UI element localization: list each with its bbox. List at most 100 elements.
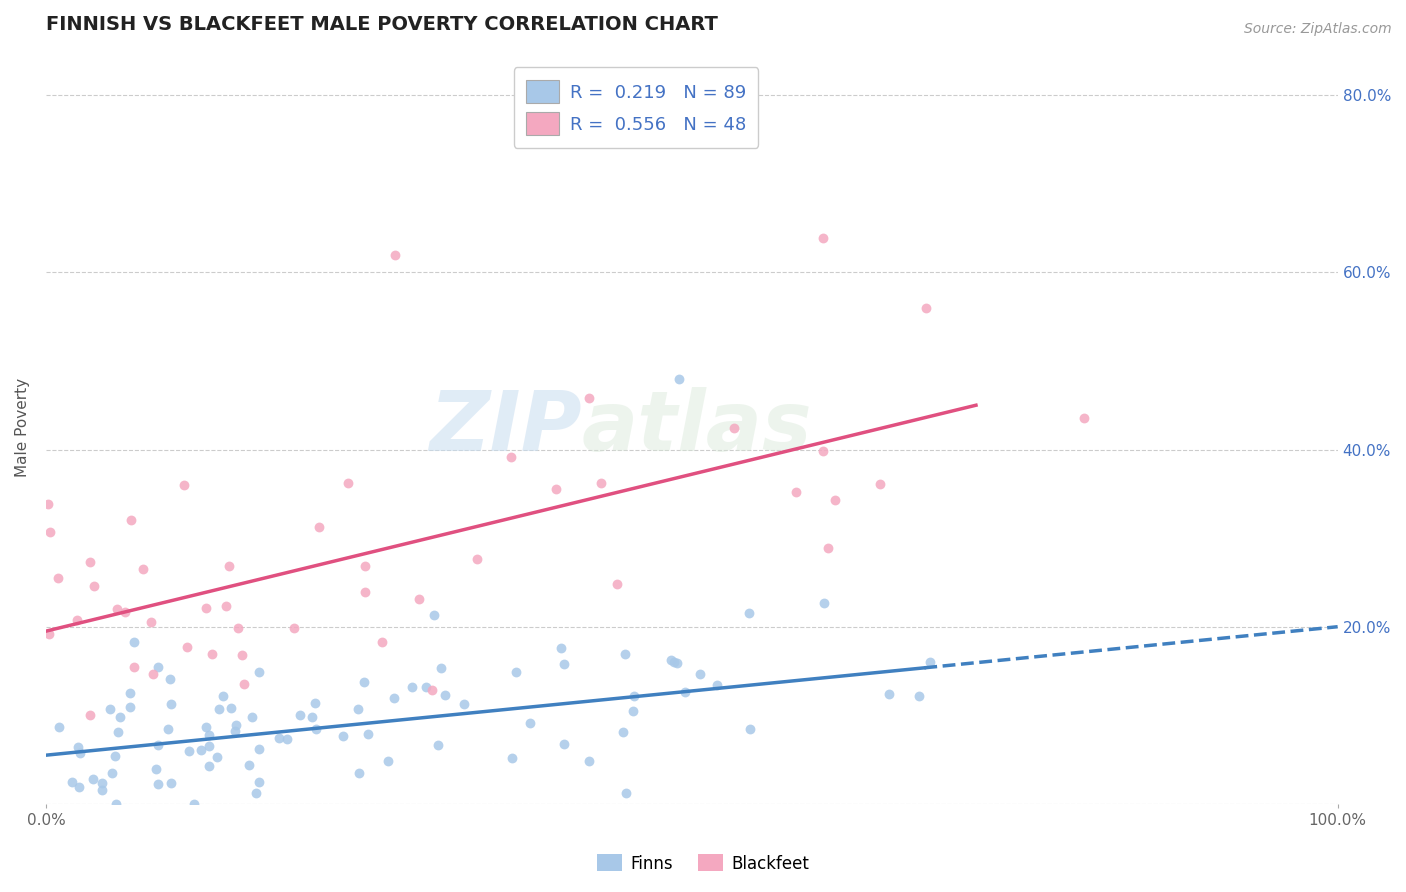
Point	[659, 653, 682, 667]
Point	[104, 749, 127, 764]
Point	[160, 775, 183, 789]
Point	[666, 656, 689, 670]
Point	[430, 661, 453, 675]
Point	[301, 710, 323, 724]
Point	[157, 723, 180, 737]
Point	[426, 738, 449, 752]
Point	[208, 702, 231, 716]
Point	[173, 478, 195, 492]
Point	[176, 640, 198, 655]
Point	[591, 475, 613, 490]
Point	[1073, 411, 1095, 425]
Point	[198, 728, 221, 742]
Point	[353, 675, 375, 690]
Point	[159, 672, 181, 686]
Point	[869, 476, 891, 491]
Point	[146, 660, 169, 674]
Legend: Finns, Blackfeet: Finns, Blackfeet	[591, 847, 815, 880]
Point	[346, 702, 368, 716]
Point	[453, 697, 475, 711]
Point	[621, 704, 644, 718]
Point	[336, 476, 359, 491]
Point	[132, 562, 155, 576]
Point	[689, 667, 711, 681]
Point	[332, 729, 354, 743]
Point	[79, 555, 101, 569]
Point	[420, 683, 443, 698]
Point	[578, 755, 600, 769]
Point	[205, 750, 228, 764]
Point	[83, 579, 105, 593]
Point	[224, 723, 246, 738]
Point	[215, 599, 238, 613]
Point	[308, 520, 330, 534]
Point	[401, 680, 423, 694]
Point	[519, 715, 541, 730]
Point	[107, 725, 129, 739]
Point	[578, 391, 600, 405]
Point	[90, 783, 112, 797]
Point	[304, 696, 326, 710]
Point	[46, 571, 69, 585]
Point	[37, 497, 59, 511]
Point	[240, 710, 263, 724]
Point	[212, 689, 235, 703]
Point	[146, 777, 169, 791]
Point	[824, 492, 846, 507]
Point	[612, 724, 634, 739]
Point	[353, 559, 375, 574]
Point	[183, 797, 205, 811]
Y-axis label: Male Poverty: Male Poverty	[15, 378, 30, 477]
Point	[197, 739, 219, 754]
Point	[221, 701, 243, 715]
Point	[38, 627, 60, 641]
Point	[238, 758, 260, 772]
Point	[247, 774, 270, 789]
Point	[785, 485, 807, 500]
Text: atlas: atlas	[582, 387, 813, 468]
Point	[245, 787, 267, 801]
Point	[434, 689, 457, 703]
Point	[201, 648, 224, 662]
Point	[662, 655, 685, 669]
Point	[141, 615, 163, 629]
Point	[499, 450, 522, 464]
Point	[38, 524, 60, 539]
Point	[423, 607, 446, 622]
Point	[384, 247, 406, 261]
Point	[465, 551, 488, 566]
Point	[811, 231, 834, 245]
Point	[357, 727, 380, 741]
Point	[738, 722, 761, 736]
Point	[668, 371, 690, 385]
Legend: R =  0.219   N = 89, R =  0.556   N = 48: R = 0.219 N = 89, R = 0.556 N = 48	[513, 68, 758, 148]
Point	[614, 786, 637, 800]
Point	[918, 655, 941, 669]
Point	[120, 513, 142, 527]
Point	[225, 718, 247, 732]
Point	[283, 622, 305, 636]
Point	[105, 602, 128, 616]
Point	[142, 667, 165, 681]
Point	[233, 677, 256, 691]
Point	[553, 737, 575, 751]
Point	[408, 591, 430, 606]
Point	[218, 559, 240, 574]
Point	[101, 765, 124, 780]
Point	[288, 707, 311, 722]
Text: Source: ZipAtlas.com: Source: ZipAtlas.com	[1244, 22, 1392, 37]
Point	[811, 444, 834, 458]
Point	[48, 720, 70, 734]
Point	[613, 647, 636, 661]
Point	[114, 606, 136, 620]
Point	[877, 687, 900, 701]
Point	[354, 585, 377, 599]
Point	[247, 665, 270, 679]
Point	[194, 720, 217, 734]
Point	[723, 421, 745, 435]
Point	[377, 755, 399, 769]
Point	[501, 751, 523, 765]
Point	[108, 710, 131, 724]
Point	[415, 680, 437, 694]
Point	[124, 635, 146, 649]
